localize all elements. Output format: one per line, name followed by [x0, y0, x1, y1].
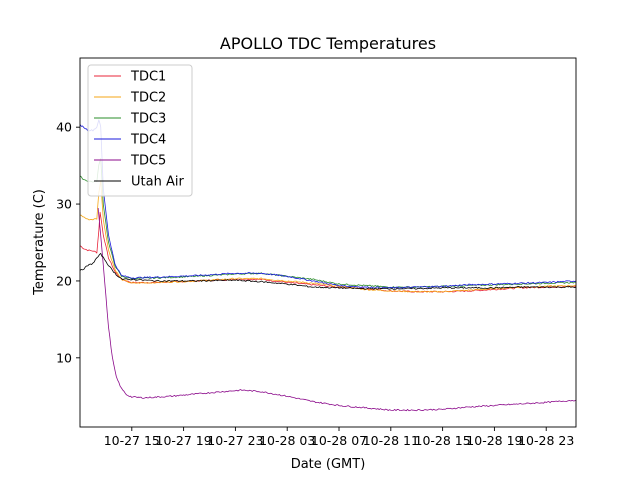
x-axis-label: Date (GMT)	[291, 457, 366, 472]
y-tick-label: 20	[56, 273, 72, 288]
y-tick-label: 40	[56, 120, 72, 135]
x-tick-label: 10-28 07	[311, 433, 367, 448]
legend-label: TDC5	[130, 154, 166, 169]
x-tick-label: 10-27 19	[156, 433, 212, 448]
x-tick-label: 10-27 23	[207, 433, 263, 448]
legend-label: Utah Air	[131, 175, 184, 190]
series-line-tdc5	[97, 207, 576, 412]
chart-title: APOLLO TDC Temperatures	[220, 34, 436, 53]
x-tick-label: 10-28 15	[415, 433, 471, 448]
plot-frame	[79, 57, 577, 428]
legend-label: TDC1	[130, 70, 166, 85]
y-tick-label: 10	[56, 350, 72, 365]
series-layer	[80, 119, 576, 412]
legend-label: TDC3	[130, 112, 166, 127]
legend-label: TDC4	[130, 133, 166, 148]
y-axis: 10 20 30 40	[56, 120, 80, 365]
legend-label: TDC2	[130, 91, 166, 106]
x-tick-label: 10-27 15	[104, 433, 160, 448]
y-tick-label: 30	[56, 197, 72, 212]
legend: TDC1 TDC2 TDC3 TDC4 TDC5 Utah Air	[87, 64, 193, 197]
legend-box	[87, 64, 193, 197]
x-tick-label: 10-28 19	[466, 433, 522, 448]
x-tick-label: 10-28 11	[363, 433, 419, 448]
x-tick-label: 10-28 23	[518, 433, 574, 448]
x-tick-label: 10-28 03	[259, 433, 315, 448]
series-line-tdc4	[80, 119, 576, 289]
series-line-utah-air	[80, 252, 576, 290]
y-axis-label: Temperature (C)	[32, 189, 47, 296]
